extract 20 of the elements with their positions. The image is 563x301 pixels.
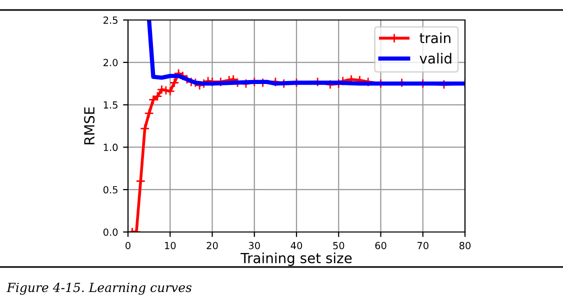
y-tick-label: 2.5 — [104, 16, 118, 24]
y-tick-label: 2.0 — [104, 58, 118, 66]
x-tick-label: 50 — [333, 242, 344, 250]
y-tick-label: 1.5 — [104, 101, 118, 109]
x-tick-label: 10 — [165, 242, 176, 250]
caption: Figure 4-15. Learning curves — [6, 282, 192, 295]
y-tick-label: 0.0 — [103, 228, 118, 236]
x-tick-label: 30 — [248, 242, 260, 250]
legend-label: valid — [420, 52, 452, 64]
x-tick-label: 40 — [290, 242, 302, 250]
y-axis-title: RMSE — [84, 107, 95, 144]
x-tick-label: 60 — [375, 242, 386, 250]
x-tick-label: 80 — [459, 242, 471, 250]
x-tick-label: 0 — [126, 242, 130, 250]
x-tick-label: 70 — [417, 242, 428, 250]
y-tick-label: 1.0 — [104, 144, 118, 152]
x-tick-label: 20 — [206, 242, 218, 250]
legend-label: train — [420, 32, 450, 44]
x-axis-title: Training set size — [240, 252, 352, 266]
y-tick-label: 0.5 — [103, 186, 118, 194]
